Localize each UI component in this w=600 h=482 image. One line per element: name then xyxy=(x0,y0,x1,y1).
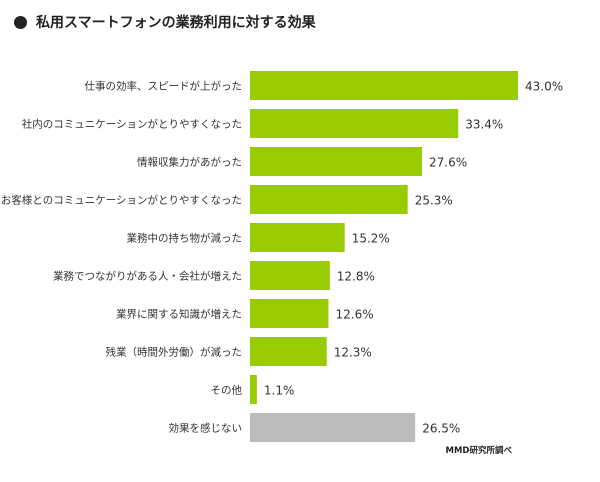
value-label-3: 25.3% xyxy=(415,194,453,208)
category-label-2: 情報収集力があがった xyxy=(137,156,242,169)
category-label-8: その他 xyxy=(211,384,243,397)
chart-title: 私用スマートフォンの業務利用に対する効果 xyxy=(36,15,316,31)
value-label-2: 27.6% xyxy=(429,156,467,170)
bar-2 xyxy=(250,147,422,176)
bar-3 xyxy=(250,185,408,214)
category-label-0: 仕事の効率、スピードが上がった xyxy=(85,80,243,93)
category-label-7: 残業（時間外労働）が減った xyxy=(106,346,243,359)
value-label-4: 15.2% xyxy=(352,232,390,246)
category-label-1: 社内のコミュニケーションがとりやすくなった xyxy=(22,118,242,131)
value-label-9: 26.5% xyxy=(422,422,460,436)
source-note: MMD研究所調べ xyxy=(445,446,512,456)
title-bullet-icon xyxy=(14,15,27,29)
bar-7 xyxy=(250,337,327,366)
bar-1 xyxy=(250,109,459,138)
value-label-0: 43.0% xyxy=(525,80,563,94)
chart-title-row: 私用スマートフォンの業務利用に対する効果 xyxy=(14,11,316,33)
category-label-6: 業界に関する知識が増えた xyxy=(116,308,242,321)
category-label-4: 業務中の持ち物が減った xyxy=(127,232,243,245)
value-label-7: 12.3% xyxy=(334,346,372,360)
value-label-5: 12.8% xyxy=(337,270,375,284)
value-label-6: 12.6% xyxy=(336,308,374,322)
bar-4 xyxy=(250,223,345,252)
bar-6 xyxy=(250,299,329,328)
category-label-9: 効果を感じない xyxy=(169,422,243,435)
category-label-5: 業務でつながりがある人・会社が増えた xyxy=(53,270,242,283)
bar-0 xyxy=(250,71,518,100)
bar-8 xyxy=(250,375,257,404)
bar-5 xyxy=(250,261,330,290)
value-label-1: 33.4% xyxy=(465,118,503,132)
value-label-8: 1.1% xyxy=(264,384,295,398)
category-label-3: お客様とのコミュニケーションがとりやすくなった xyxy=(1,194,242,207)
bar-9 xyxy=(250,413,416,442)
